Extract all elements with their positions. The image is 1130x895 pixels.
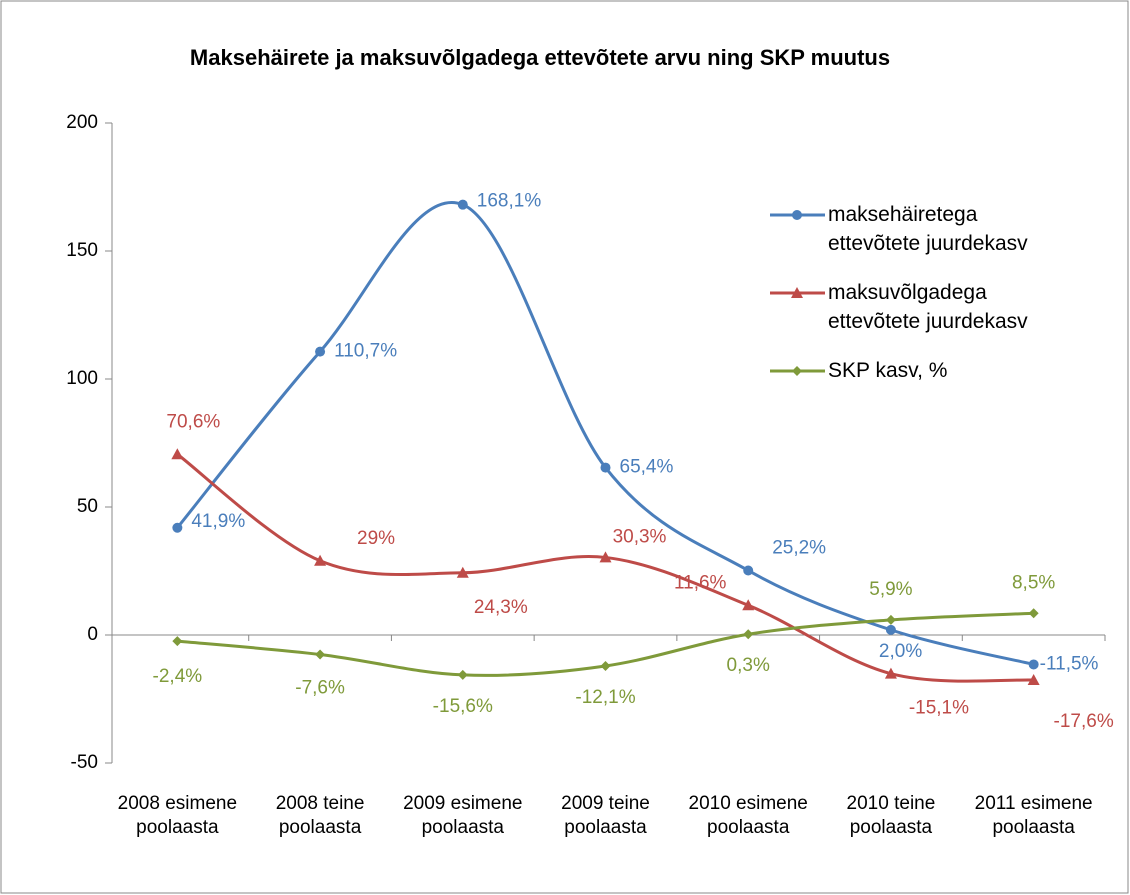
data-label: 41,9%: [191, 511, 245, 532]
marker: [743, 629, 754, 640]
x-tick-label: 2010 teine poolaasta: [846, 793, 936, 838]
marker: [742, 599, 755, 611]
data-label: 65,4%: [620, 457, 674, 478]
marker: [600, 462, 611, 473]
y-tick-label: 150: [66, 240, 98, 261]
y-tick-label: 200: [66, 112, 98, 133]
data-label: -11,5%: [1040, 653, 1099, 674]
marker: [315, 346, 326, 357]
legend-marker: [791, 287, 803, 298]
marker: [1028, 659, 1039, 670]
data-label: 25,2%: [772, 538, 826, 559]
legend-entry: maksehäiretega ettevõtete juurdekasv: [828, 203, 1028, 255]
marker: [172, 636, 183, 647]
marker: [457, 199, 468, 210]
data-label: -2,4%: [153, 666, 203, 687]
marker: [1027, 674, 1040, 686]
marker: [884, 667, 897, 679]
x-tick-label: 2009 esimene poolaasta: [403, 793, 523, 838]
data-label: 168,1%: [477, 191, 542, 212]
x-tick-label: 2008 esimene poolaasta: [117, 793, 238, 838]
marker: [314, 554, 327, 566]
data-label: 24,3%: [474, 597, 528, 618]
data-label: 8,5%: [1012, 572, 1055, 593]
data-label: 29%: [357, 528, 395, 549]
data-label: 110,7%: [334, 341, 397, 362]
marker: [171, 448, 184, 460]
y-tick-label: -50: [71, 752, 98, 773]
marker: [600, 660, 611, 671]
data-label: -17,6%: [1054, 711, 1114, 732]
x-tick-label: 2008 teine poolaasta: [275, 793, 365, 838]
x-tick-label: 2011 esimene poolaasta: [974, 793, 1093, 838]
y-tick-label: 50: [77, 496, 98, 517]
data-label: 11,6%: [674, 572, 727, 593]
marker: [885, 624, 896, 635]
data-label: -12,1%: [575, 687, 635, 708]
legend-entry: maksuvõlgadega ettevõtete juurdekasv: [828, 281, 1028, 333]
legend-marker: [792, 366, 802, 376]
marker: [743, 565, 754, 576]
legend-entry: SKP kasv, %: [828, 359, 948, 382]
data-label: 30,3%: [613, 526, 667, 547]
legend-marker: [792, 210, 802, 220]
data-label: 0,3%: [727, 655, 770, 676]
marker: [885, 614, 896, 625]
marker: [599, 551, 612, 563]
x-tick-label: 2010 esimene poolaasta: [688, 793, 808, 838]
data-label: 70,6%: [166, 411, 220, 432]
data-label: -7,6%: [295, 677, 345, 698]
data-label: -15,1%: [909, 698, 969, 719]
marker: [457, 669, 468, 680]
marker: [1028, 608, 1039, 619]
y-tick-label: 0: [87, 624, 98, 645]
data-label: 2,0%: [879, 641, 922, 662]
marker: [456, 566, 469, 578]
marker: [172, 522, 183, 533]
marker: [315, 649, 326, 660]
chart-title: Maksehäirete ja maksuvõlgadega ettevõtet…: [189, 45, 891, 70]
data-label: 5,9%: [869, 579, 912, 600]
data-label: -15,6%: [433, 696, 493, 717]
y-tick-label: 100: [66, 368, 98, 389]
x-tick-label: 2009 teine poolaasta: [561, 793, 650, 838]
